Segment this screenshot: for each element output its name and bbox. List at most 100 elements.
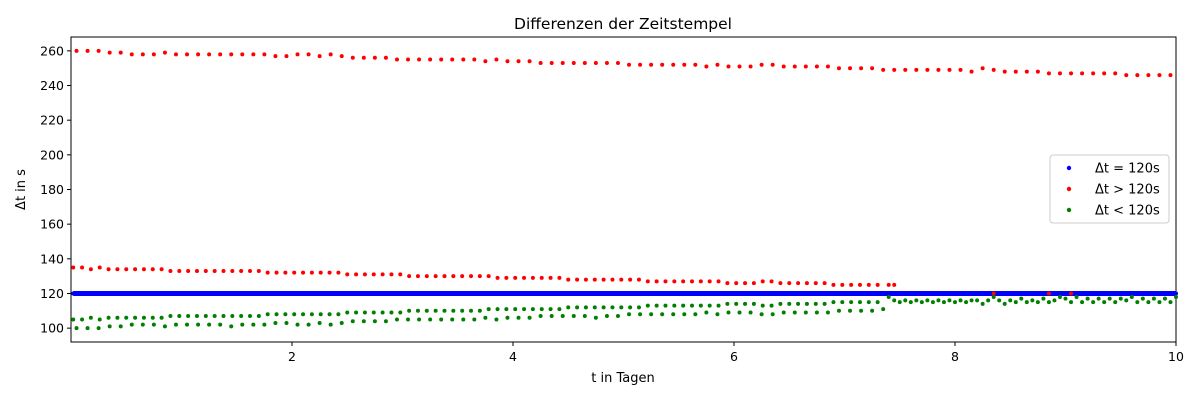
data-point [194, 268, 199, 273]
legend-label: Δt > 120s [1095, 183, 1160, 198]
data-point [133, 267, 138, 272]
data-point [140, 322, 145, 327]
data-point [186, 314, 191, 319]
data-point [649, 62, 654, 67]
data-point [849, 300, 854, 305]
data-point [859, 308, 864, 313]
data-point [886, 282, 891, 287]
data-point [925, 298, 930, 303]
data-point [389, 272, 394, 277]
data-point [159, 315, 164, 320]
data-point [229, 52, 234, 57]
data-point [265, 270, 270, 275]
data-point [469, 274, 474, 279]
data-point [930, 300, 935, 305]
data-point [804, 301, 809, 306]
data-point [778, 301, 783, 306]
data-point [636, 305, 641, 310]
data-point [842, 291, 847, 296]
data-point [186, 268, 191, 273]
data-point [1057, 71, 1062, 76]
data-point [619, 305, 624, 310]
data-point [522, 275, 527, 280]
data-point [566, 305, 571, 310]
data-point [1168, 300, 1173, 305]
data-point [914, 298, 919, 303]
data-point [1102, 71, 1107, 76]
data-point [583, 305, 588, 310]
legend: Δt = 120s Δt > 120s Δt < 120s [1049, 154, 1170, 224]
data-point [660, 62, 665, 67]
data-point [97, 265, 102, 270]
data-point [539, 307, 544, 312]
data-point [716, 303, 721, 308]
data-point [575, 305, 580, 310]
data-point [229, 324, 234, 329]
data-point [97, 317, 102, 322]
data-point [881, 67, 886, 72]
data-point [804, 281, 809, 286]
data-point [936, 298, 941, 303]
data-point [398, 272, 403, 277]
series-0 [71, 290, 1178, 296]
data-point [866, 300, 871, 305]
data-point [472, 57, 477, 62]
data-point [483, 315, 488, 320]
data-point [345, 272, 350, 277]
data-point [1041, 296, 1046, 301]
chart-title: Differenzen der Zeitstempel [514, 15, 732, 33]
data-point [483, 59, 488, 64]
data-point [106, 315, 111, 320]
data-point [428, 317, 433, 322]
data-point [560, 60, 565, 65]
data-point [787, 301, 792, 306]
data-point [601, 277, 606, 282]
data-point [230, 268, 235, 273]
data-point [748, 310, 753, 315]
data-point [451, 308, 456, 313]
data-point [892, 298, 897, 303]
data-point [707, 303, 712, 308]
y-tick-label: 240 [40, 78, 64, 93]
data-point [610, 277, 615, 282]
data-point [538, 314, 543, 319]
data-point [814, 64, 819, 69]
data-point [461, 57, 466, 62]
data-point [433, 274, 438, 279]
data-point [1019, 296, 1024, 301]
data-point [859, 66, 864, 71]
data-point [415, 274, 420, 279]
data-point [398, 310, 403, 315]
data-point [442, 308, 447, 313]
data-point [203, 268, 208, 273]
data-point [628, 305, 633, 310]
data-point [707, 279, 712, 284]
data-point [295, 322, 300, 327]
data-point [870, 66, 875, 71]
data-point [1030, 298, 1035, 303]
data-point [240, 322, 245, 327]
data-point [1118, 296, 1123, 301]
data-point [339, 54, 344, 59]
data-point [704, 310, 709, 315]
y-tick-label: 160 [40, 217, 64, 232]
data-point [88, 267, 93, 272]
data-point [875, 300, 880, 305]
data-point [505, 315, 510, 320]
data-point [645, 279, 650, 284]
data-point [1135, 300, 1140, 305]
data-point [914, 67, 919, 72]
data-point [825, 64, 830, 69]
data-point [96, 48, 101, 53]
legend-marker [1066, 207, 1072, 213]
data-point [284, 320, 289, 325]
data-point [601, 305, 606, 310]
data-point [477, 308, 482, 313]
data-point [162, 324, 167, 329]
data-point [1035, 69, 1040, 74]
data-point [406, 57, 411, 62]
data-point [1113, 300, 1118, 305]
data-point [1157, 300, 1162, 305]
data-point [71, 265, 76, 270]
data-point [141, 267, 146, 272]
